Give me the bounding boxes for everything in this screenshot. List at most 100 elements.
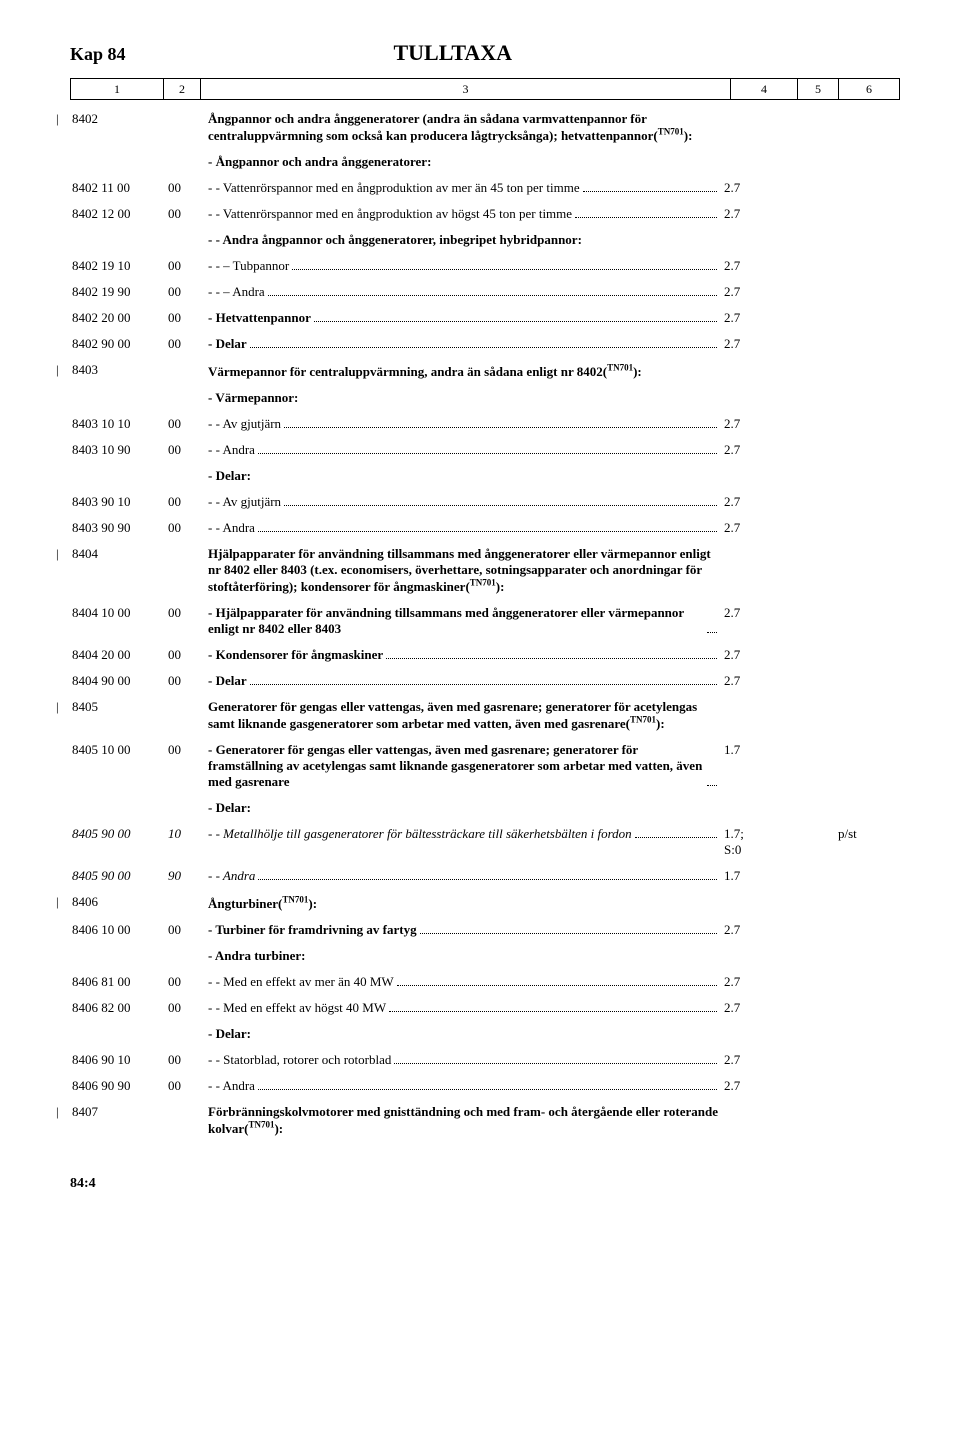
code-cell: |8404 bbox=[70, 545, 166, 596]
col-4-header: 4 bbox=[731, 79, 798, 99]
unit-cell bbox=[836, 205, 900, 223]
col5-cell bbox=[792, 867, 836, 885]
page-footer: 84:4 bbox=[70, 1176, 900, 1192]
description-text: - - Andra bbox=[208, 520, 255, 536]
pipe-marker: | bbox=[56, 111, 59, 127]
rate-cell bbox=[722, 153, 792, 171]
description-text: - - – Andra bbox=[208, 284, 265, 300]
table-row: 8403 90 1000- - Av gjutjärn2.7 bbox=[70, 493, 900, 511]
leader-dots bbox=[397, 984, 717, 986]
unit-cell bbox=[836, 799, 900, 817]
sub-cell bbox=[166, 231, 206, 249]
description-cell: - - Av gjutjärn bbox=[206, 415, 722, 433]
table-row: |8406Ångturbiner(TN701): bbox=[70, 893, 900, 912]
col5-cell bbox=[792, 153, 836, 171]
col5-cell bbox=[792, 441, 836, 459]
table-row: 8406 90 9000- - Andra2.7 bbox=[70, 1077, 900, 1095]
unit-cell bbox=[836, 257, 900, 275]
sub-cell: 00 bbox=[166, 519, 206, 537]
unit-cell bbox=[836, 672, 900, 690]
sub-cell bbox=[166, 110, 206, 145]
tariff-code: 8406 90 90 bbox=[72, 1078, 131, 1093]
description-cell: - Ångpannor och andra ånggeneratorer: bbox=[206, 153, 722, 171]
description-text: Ångpannor och andra ånggeneratorer (andr… bbox=[208, 111, 692, 143]
leader-dots bbox=[258, 1088, 717, 1090]
sub-cell bbox=[166, 467, 206, 485]
description-cell: - Andra turbiner: bbox=[206, 947, 722, 965]
unit-cell bbox=[836, 1103, 900, 1138]
description-text: - Generatorer för gengas eller vattengas… bbox=[208, 742, 704, 790]
table-row: - Värmepannor: bbox=[70, 389, 900, 407]
unit-cell bbox=[836, 389, 900, 407]
sub-cell: 00 bbox=[166, 973, 206, 991]
pipe-marker: | bbox=[56, 894, 59, 910]
rate-cell bbox=[722, 799, 792, 817]
rate-cell bbox=[722, 947, 792, 965]
leader-dots bbox=[386, 657, 717, 659]
description-text: - - Vattenrörspannor med en ångproduktio… bbox=[208, 180, 580, 196]
table-row: 8405 90 0090- - Andra1.7 bbox=[70, 867, 900, 885]
description-text: - Delar: bbox=[208, 800, 251, 815]
col5-cell bbox=[792, 1103, 836, 1138]
tariff-code: 8402 19 10 bbox=[72, 258, 131, 273]
code-cell: 8406 90 90 bbox=[70, 1077, 166, 1095]
sub-cell: 00 bbox=[166, 415, 206, 433]
unit-cell bbox=[836, 415, 900, 433]
tariff-code: 8406 bbox=[72, 894, 98, 909]
col5-cell bbox=[792, 698, 836, 733]
leader-dots bbox=[707, 784, 717, 786]
sub-cell: 00 bbox=[166, 283, 206, 301]
tariff-code: 8402 19 90 bbox=[72, 284, 131, 299]
rate-cell bbox=[722, 698, 792, 733]
sub-cell: 00 bbox=[166, 257, 206, 275]
code-cell bbox=[70, 467, 166, 485]
table-row: 8406 90 1000- - Statorblad, rotorer och … bbox=[70, 1051, 900, 1069]
sub-cell: 00 bbox=[166, 1051, 206, 1069]
col5-cell bbox=[792, 335, 836, 353]
description-cell: - Delar bbox=[206, 672, 722, 690]
rate-cell bbox=[722, 389, 792, 407]
table-row: 8406 10 0000- Turbiner för framdrivning … bbox=[70, 921, 900, 939]
description-cell: - - Andra bbox=[206, 519, 722, 537]
table-row: 8403 90 9000- - Andra2.7 bbox=[70, 519, 900, 537]
rate-cell: 2.7 bbox=[722, 672, 792, 690]
unit-cell bbox=[836, 467, 900, 485]
code-cell: 8406 90 10 bbox=[70, 1051, 166, 1069]
footnote-ref: TN701 bbox=[470, 578, 496, 588]
col5-cell bbox=[792, 825, 836, 859]
tariff-code: 8403 10 10 bbox=[72, 416, 131, 431]
unit-cell bbox=[836, 519, 900, 537]
sub-cell: 00 bbox=[166, 1077, 206, 1095]
table-row: 8406 81 0000- - Med en effekt av mer än … bbox=[70, 973, 900, 991]
sub-cell: 00 bbox=[166, 335, 206, 353]
description-cell: - - Med en effekt av högst 40 MW bbox=[206, 999, 722, 1017]
tariff-code: 8403 90 10 bbox=[72, 494, 131, 509]
leader-dots bbox=[420, 932, 717, 934]
tariff-code: 8405 90 00 bbox=[72, 826, 131, 841]
description-text: - - Vattenrörspannor med en ångproduktio… bbox=[208, 206, 572, 222]
description-cell: - Generatorer för gengas eller vattengas… bbox=[206, 741, 722, 791]
leader-dots bbox=[284, 426, 717, 428]
footnote-ref: TN701 bbox=[607, 362, 633, 372]
page-title: TULLTAXA bbox=[66, 40, 840, 66]
sub-cell: 00 bbox=[166, 309, 206, 327]
description-cell: - - Vattenrörspannor med en ångproduktio… bbox=[206, 179, 722, 197]
table-row: 8406 82 0000- - Med en effekt av högst 4… bbox=[70, 999, 900, 1017]
rate-cell: 2.7 bbox=[722, 519, 792, 537]
description-text: - Delar: bbox=[208, 1026, 251, 1041]
code-cell bbox=[70, 153, 166, 171]
tariff-code: 8402 90 00 bbox=[72, 336, 131, 351]
description-text: - - Andra ångpannor och ånggeneratorer, … bbox=[208, 232, 582, 247]
col5-cell bbox=[792, 283, 836, 301]
code-cell: 8402 19 10 bbox=[70, 257, 166, 275]
description-text: Ångturbiner(TN701): bbox=[208, 896, 317, 911]
unit-cell: p/st bbox=[836, 825, 900, 859]
leader-dots bbox=[707, 631, 717, 633]
tariff-code: 8402 11 00 bbox=[72, 180, 130, 195]
rate-cell: 2.7 bbox=[722, 493, 792, 511]
col5-cell bbox=[792, 1051, 836, 1069]
rate-cell: 2.7 bbox=[722, 1077, 792, 1095]
unit-cell bbox=[836, 999, 900, 1017]
table-row: 8404 90 0000- Delar2.7 bbox=[70, 672, 900, 690]
col5-cell bbox=[792, 179, 836, 197]
